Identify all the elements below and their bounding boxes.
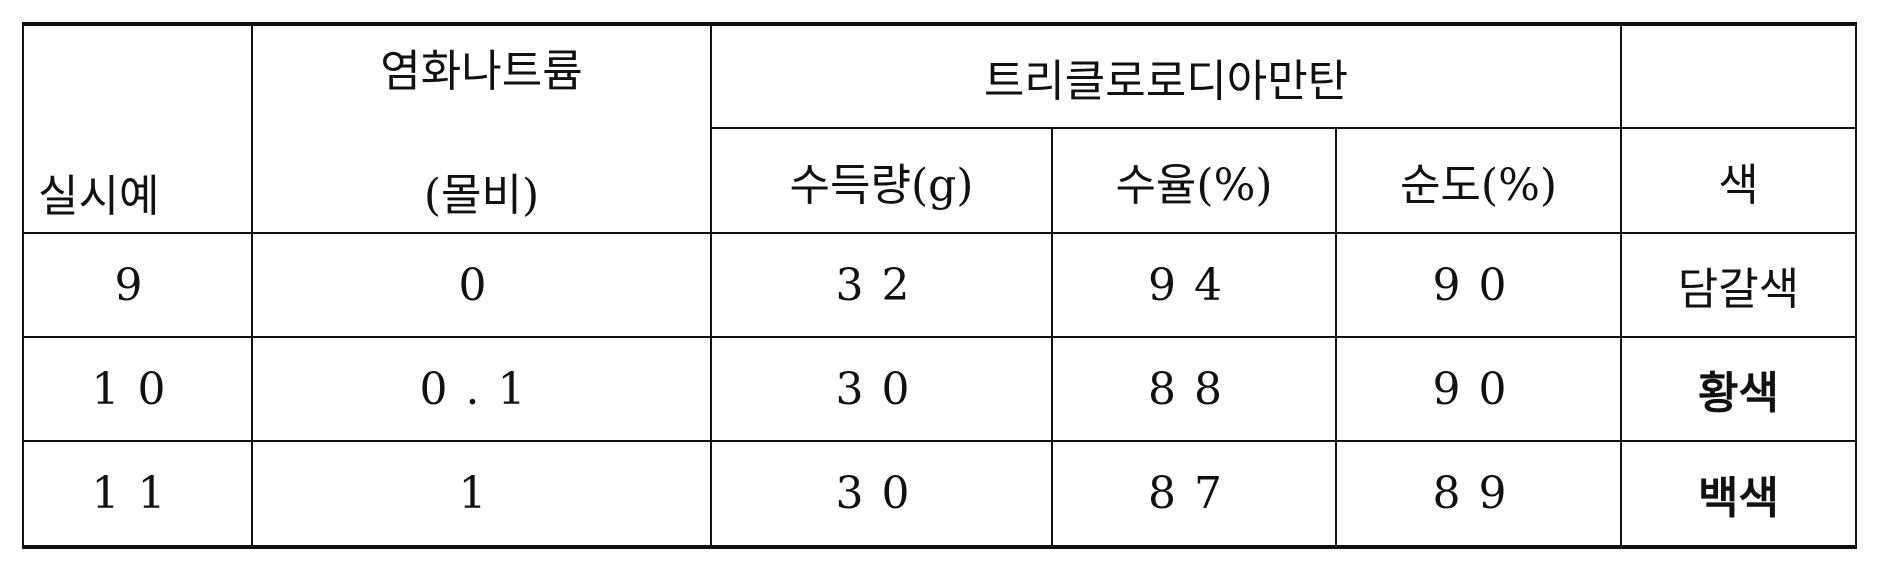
- results-table: 실시예 염화나트륨 (몰비) 트리클로로디아만탄 수득량(g) 수율(%) 순도…: [22, 22, 1857, 549]
- cell-nacl: 0: [252, 233, 711, 337]
- cell-color: 담갈색: [1621, 233, 1856, 337]
- header-sodium-chloride-unit: (몰비): [253, 159, 710, 223]
- cell-nacl: 1: [252, 441, 711, 547]
- header-empty: [1621, 24, 1856, 128]
- table-row: 10 0.1 30 88 90 황색: [23, 337, 1856, 441]
- table-row: 9 0 32 94 90 담갈색: [23, 233, 1856, 337]
- header-color: 색: [1621, 128, 1856, 233]
- cell-example: 11: [23, 441, 252, 547]
- header-yield-g: 수득량(g): [711, 128, 1052, 233]
- cell-yield-pct: 88: [1052, 337, 1336, 441]
- cell-yield-g: 30: [711, 441, 1052, 547]
- header-yield-pct: 수율(%): [1052, 128, 1336, 233]
- header-example: 실시예: [23, 24, 252, 233]
- table-row: 11 1 30 87 89 백색: [23, 441, 1856, 547]
- header-purity: 순도(%): [1336, 128, 1621, 233]
- cell-color: 황색: [1621, 337, 1856, 441]
- cell-nacl: 0.1: [252, 337, 711, 441]
- cell-yield-pct: 87: [1052, 441, 1336, 547]
- cell-purity: 89: [1336, 441, 1621, 547]
- cell-yield-pct: 94: [1052, 233, 1336, 337]
- header-product: 트리클로로디아만탄: [711, 24, 1621, 128]
- cell-purity: 90: [1336, 233, 1621, 337]
- cell-purity: 90: [1336, 337, 1621, 441]
- cell-yield-g: 32: [711, 233, 1052, 337]
- header-row-1: 실시예 염화나트륨 (몰비) 트리클로로디아만탄: [23, 24, 1856, 128]
- header-sodium-chloride-label: 염화나트륨: [253, 35, 710, 99]
- cell-color: 백색: [1621, 441, 1856, 547]
- cell-example: 9: [23, 233, 252, 337]
- cell-example: 10: [23, 337, 252, 441]
- header-sodium-chloride: 염화나트륨 (몰비): [252, 24, 711, 233]
- cell-yield-g: 30: [711, 337, 1052, 441]
